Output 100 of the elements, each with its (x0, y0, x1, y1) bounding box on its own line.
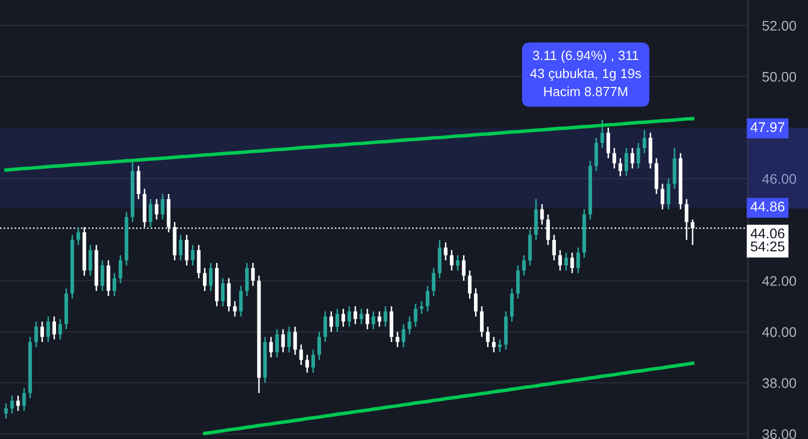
candlestick (642, 129, 646, 154)
candlestick (227, 278, 231, 312)
line-series (203, 361, 694, 436)
candlestick (245, 262, 249, 297)
candlestick (251, 262, 255, 287)
candlestick (269, 336, 273, 358)
candlestick (636, 142, 640, 170)
candlestick (208, 262, 213, 292)
candlestick (275, 328, 279, 358)
candlestick (576, 246, 580, 274)
candlestick (558, 249, 562, 272)
text: 47.97 (750, 122, 784, 132)
candlestick (311, 348, 315, 374)
candlestick (462, 254, 466, 282)
candlestick (46, 316, 50, 343)
candlestick (540, 203, 544, 226)
candlestick (666, 178, 670, 210)
candlestick (456, 254, 460, 272)
candlestick (420, 300, 424, 315)
candlestick (16, 394, 20, 412)
candlestick (402, 323, 406, 348)
candlestick (384, 306, 388, 328)
y-tick-label: 46.00 (762, 174, 796, 184)
candlestick (516, 264, 520, 300)
candlestick (178, 234, 182, 262)
candlestick (366, 308, 370, 330)
y-tick-label: 38.00 (762, 378, 796, 388)
candlestick (88, 244, 92, 276)
candlestick (480, 306, 484, 338)
candlestick (570, 252, 574, 274)
candlestick (432, 267, 436, 297)
candlestick (474, 288, 478, 318)
text: 44.86 (750, 202, 784, 212)
candlestick (498, 338, 502, 353)
annotation: 3.11 (6.94%) , 311 43 çubukta, 1g 19s Hacim 8.877M (530, 50, 641, 96)
candlestick (196, 244, 201, 279)
candlestick (22, 387, 26, 412)
candlestick (492, 336, 496, 353)
candlestick (378, 310, 382, 328)
y-tick-label: 52.00 (762, 20, 796, 31)
candlestick (100, 260, 104, 292)
candlestick (564, 252, 568, 272)
candlestick (354, 306, 358, 325)
candlestick (40, 320, 44, 343)
candlestick (160, 193, 164, 220)
candlestick (233, 300, 237, 318)
candlestick (202, 267, 207, 292)
candlestick (293, 326, 297, 356)
candlestick (58, 318, 62, 340)
candlestick (510, 288, 514, 322)
candlestick (335, 308, 340, 332)
candlestick (612, 147, 616, 170)
candlestick (299, 344, 303, 366)
candlestick (148, 198, 152, 228)
ref-line-label: 44.06 54:25 (750, 228, 784, 252)
y-tick-label: 40.00 (762, 327, 796, 337)
candlestick (348, 306, 352, 328)
candlestick (118, 254, 122, 284)
candlestick (317, 331, 321, 361)
candlestick (624, 147, 628, 177)
candlestick (594, 137, 598, 172)
candlestick (372, 310, 376, 330)
candlestick (239, 285, 243, 318)
candlestick (281, 328, 285, 353)
candlestick (606, 126, 610, 159)
candlestick (10, 394, 14, 414)
candlestick (660, 183, 664, 210)
y-tick-label: 42.00 (762, 276, 796, 286)
candlestick (136, 165, 140, 200)
candlestick (522, 254, 526, 276)
candlestick (52, 316, 56, 340)
candlestick (552, 234, 556, 262)
line-series (4, 116, 694, 172)
candlestick (305, 354, 309, 374)
candlestick (34, 320, 38, 348)
candlestick (221, 278, 225, 307)
candlestick (444, 242, 448, 262)
candlestick (630, 147, 634, 170)
candlestick (184, 234, 189, 266)
candlestick (329, 310, 334, 332)
candlestick (600, 119, 604, 149)
candlestick (4, 402, 8, 420)
candlestick (190, 244, 195, 266)
candlestick (426, 285, 430, 312)
candlestick (323, 310, 328, 343)
candlestick (154, 198, 158, 220)
candlestick (468, 270, 472, 300)
candlestick (360, 308, 364, 325)
candlestick (414, 303, 418, 328)
candlestick (341, 308, 346, 328)
candlestick (618, 158, 622, 177)
candlestick (450, 249, 454, 272)
candlestick (112, 272, 116, 297)
candlestick (396, 331, 400, 348)
candlestick (408, 316, 412, 336)
candlestick (76, 226, 80, 246)
y-tick-label: 50.00 (762, 72, 796, 82)
y-tick-label: 36.00 (762, 429, 796, 439)
candlestick (287, 326, 291, 353)
candlestick (486, 326, 490, 348)
